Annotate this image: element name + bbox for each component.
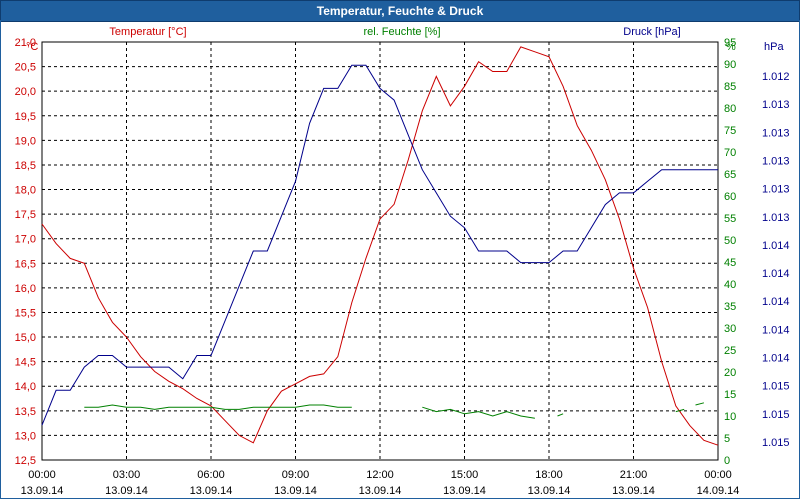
pressure-tick-label: 1.014 [762, 240, 790, 252]
x-tick-time: 00:00 [704, 469, 732, 481]
humidity-tick-label: 5 [724, 433, 730, 445]
humidity-tick-label: 80 [724, 103, 736, 115]
pressure-tick-label: 1.013 [762, 184, 790, 196]
pressure-tick-label: 1.013 [762, 155, 790, 167]
humidity-tick-label: 35 [724, 301, 736, 313]
x-tick-date: 14.09.14 [697, 485, 740, 497]
temperature-tick-label: 14,5 [15, 357, 36, 369]
pressure-tick-label: 1.014 [762, 324, 790, 336]
temperature-tick-label: 17,5 [15, 209, 36, 221]
x-tick-time: 21:00 [620, 469, 648, 481]
pressure-tick-label: 1.015 [762, 409, 790, 421]
temperature-tick-label: 12,5 [15, 455, 36, 467]
temperature-axis-title: Temperatur [°C] [109, 26, 186, 38]
temperature-tick-label: 18,0 [15, 185, 36, 197]
temperature-tick-label: 18,5 [15, 160, 36, 172]
x-tick-time: 03:00 [113, 469, 141, 481]
x-tick-date: 13.09.14 [359, 485, 402, 497]
x-tick-time: 09:00 [282, 469, 310, 481]
humidity-tick-label: 70 [724, 147, 736, 159]
humidity-tick-label: 25 [724, 345, 736, 357]
humidity-line-segment [695, 402, 705, 406]
humidity-tick-label: 10 [724, 411, 736, 423]
temperature-tick-label: 16,0 [15, 283, 36, 295]
pressure-axis-title: Druck [hPa] [623, 26, 680, 38]
temperature-tick-label: 21,0 [15, 37, 36, 49]
temperature-tick-label: 13,5 [15, 406, 36, 418]
pressure-tick-label: 1.014 [762, 353, 790, 365]
humidity-line-segment [422, 406, 535, 419]
temperature-tick-label: 17,0 [15, 234, 36, 246]
temperature-unit: °C [26, 41, 38, 53]
x-tick-date: 13.09.14 [528, 485, 571, 497]
x-tick-time: 06:00 [197, 469, 225, 481]
pressure-tick-label: 1.014 [762, 296, 790, 308]
x-tick-time: 12:00 [366, 469, 394, 481]
humidity-tick-label: 45 [724, 257, 736, 269]
humidity-line-segment [557, 413, 564, 417]
humidity-tick-label: 15 [724, 389, 736, 401]
grid [42, 42, 718, 460]
temperature-tick-label: 15,0 [15, 332, 36, 344]
temperature-tick-label: 16,5 [15, 258, 36, 270]
humidity-line-segment [84, 404, 352, 410]
axes-group: 00:00 13.09.14 03:00 13.09.14 06:00 13.09.14 0… [15, 26, 790, 497]
pressure-tick-label: 1.013 [762, 212, 790, 224]
humidity-tick-label: 65 [724, 169, 736, 181]
humidity-tick-label: 0 [724, 455, 730, 467]
pressure-tick-label: 1.012 [762, 71, 790, 83]
humidity-tick-label: 20 [724, 367, 736, 379]
pressure-tick-label: 1.013 [762, 99, 790, 111]
chart-title-bar: Temperatur, Feuchte & Druck [0, 0, 800, 22]
temperature-tick-label: 15,5 [15, 307, 36, 319]
x-tick-time: 18:00 [535, 469, 563, 481]
x-tick-date: 13.09.14 [274, 485, 317, 497]
pressure-tick-label: 1.015 [762, 437, 790, 449]
temperature-tick-label: 13,0 [15, 430, 36, 442]
humidity-line-segment [675, 408, 685, 413]
humidity-unit: % [726, 41, 736, 53]
x-tick-date: 13.09.14 [612, 485, 655, 497]
humidity-tick-label: 90 [724, 59, 736, 71]
series-group [41, 46, 719, 446]
x-tick-date: 13.09.14 [21, 485, 64, 497]
humidity-tick-label: 40 [724, 279, 736, 291]
humidity-tick-label: 55 [724, 213, 736, 225]
humidity-tick-label: 30 [724, 323, 736, 335]
humidity-tick-label: 95 [724, 37, 736, 49]
chart-title: Temperatur, Feuchte & Druck [316, 4, 484, 18]
x-tick-date: 13.09.14 [105, 485, 148, 497]
temperature-tick-label: 14,0 [15, 381, 36, 393]
humidity-tick-label: 75 [724, 125, 736, 137]
humidity-tick-label: 85 [724, 81, 736, 93]
pressure-unit: hPa [764, 41, 784, 53]
temperature-tick-label: 20,5 [15, 62, 36, 74]
x-tick-date: 13.09.14 [443, 485, 486, 497]
pressure-tick-label: 1.013 [762, 127, 790, 139]
humidity-axis-title: rel. Feuchte [%] [363, 26, 440, 38]
pressure-line [41, 64, 718, 426]
x-tick-time: 00:00 [28, 469, 56, 481]
temperature-tick-label: 19,5 [15, 111, 36, 123]
x-tick-time: 15:00 [451, 469, 479, 481]
temperature-tick-label: 19,0 [15, 135, 36, 147]
humidity-tick-label: 60 [724, 191, 736, 203]
humidity-tick-label: 50 [724, 235, 736, 247]
temperature-tick-label: 20,0 [15, 86, 36, 98]
pressure-tick-label: 1.014 [762, 268, 790, 280]
x-tick-date: 13.09.14 [190, 485, 233, 497]
pressure-tick-label: 1.015 [762, 381, 790, 393]
temperature-line [41, 46, 719, 446]
